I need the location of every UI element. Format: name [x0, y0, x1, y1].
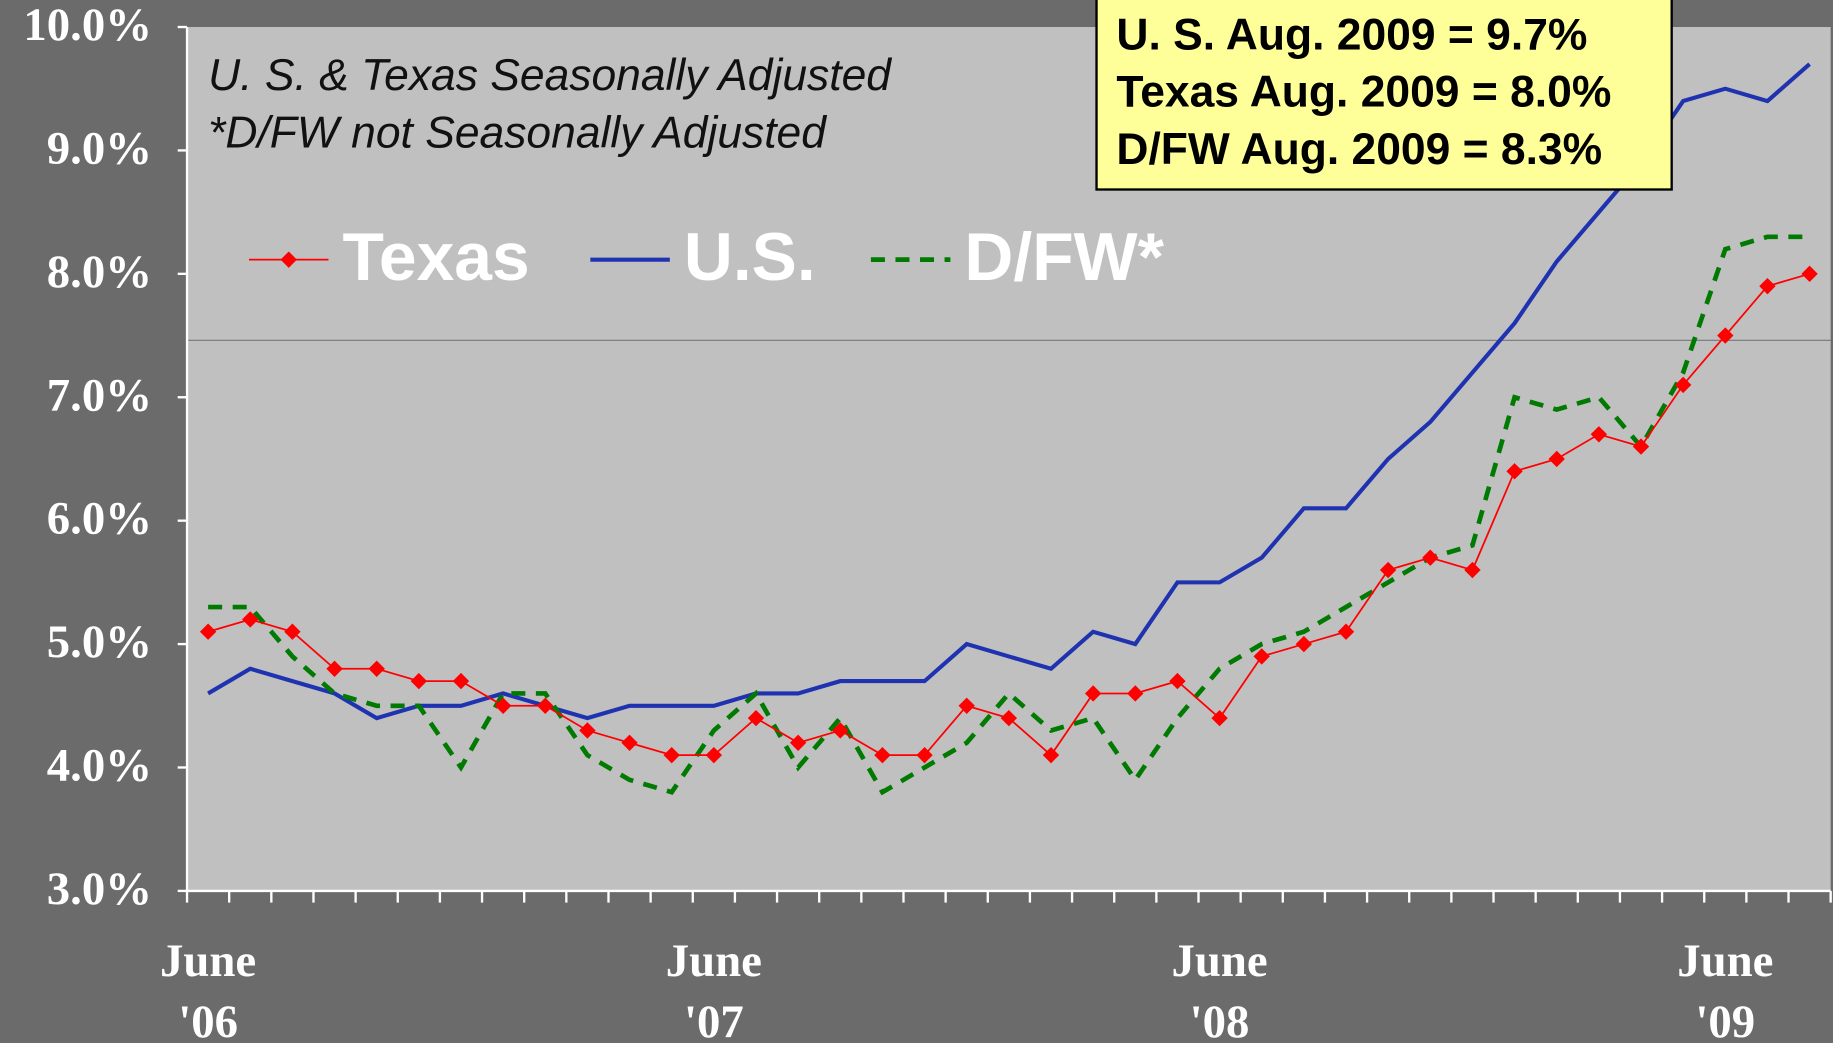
- data-point: [1127, 685, 1144, 702]
- data-point: [1084, 685, 1102, 702]
- data-point: [1717, 327, 1734, 344]
- subtitle: U. S. & Texas Seasonally Adjusted: [208, 51, 892, 100]
- data-point: [1801, 265, 1818, 283]
- y-tick-label: 10.0%: [23, 0, 152, 51]
- data-point: [1759, 277, 1776, 295]
- note: U. S. Aug. 2009 = 9.7%: [1116, 10, 1587, 59]
- data-point: [410, 672, 428, 690]
- data-point: [452, 672, 470, 690]
- x-label-box: June '07: [665, 934, 762, 1043]
- data-point: [1211, 709, 1228, 727]
- note: Texas Aug. 2009 = 8.0%: [1116, 68, 1611, 117]
- legend-label: U.S.: [684, 220, 816, 295]
- data-point: [1590, 426, 1608, 443]
- data-point: [1042, 746, 1060, 764]
- y-tick-label: 8.0%: [47, 246, 152, 298]
- data-point: [1169, 672, 1186, 690]
- series-line: [207, 62, 1811, 721]
- data-point: [705, 746, 723, 764]
- data-point: [242, 611, 259, 628]
- x-label-box: June '09: [1677, 934, 1774, 1043]
- x-tick-label: June '07: [665, 934, 762, 1043]
- data-point: [1000, 709, 1018, 727]
- note-box: [1095, 0, 1673, 191]
- data-point: [1548, 450, 1565, 468]
- note: D/FW Aug. 2009 = 8.3%: [1116, 125, 1602, 174]
- data-point: [537, 697, 554, 714]
- data-point: [1506, 463, 1523, 480]
- x-tick-label: June '09: [1677, 934, 1774, 1043]
- legend-label: D/FW*: [964, 220, 1164, 295]
- data-point: [874, 746, 891, 764]
- data-point: [663, 746, 680, 764]
- y-tick-label: 6.0%: [47, 493, 152, 545]
- legend-marker: [280, 251, 297, 268]
- x-tick-label: June '08: [1171, 934, 1268, 1043]
- x-tick-label: June '06: [160, 934, 257, 1043]
- y-tick-label: 9.0%: [47, 122, 152, 174]
- y-tick-label: 4.0%: [47, 740, 152, 792]
- x-label-box: June '06: [160, 934, 257, 1043]
- subtitle: *D/FW not Seasonally Adjusted: [208, 108, 827, 157]
- data-point: [1674, 376, 1692, 394]
- y-tick-label: 5.0%: [47, 616, 152, 668]
- data-point: [1632, 438, 1650, 455]
- x-label-box: June '08: [1171, 934, 1268, 1043]
- y-tick-label: 3.0%: [47, 863, 152, 915]
- data-point: [916, 746, 933, 764]
- series-line: [208, 234, 1810, 796]
- data-point: [494, 697, 512, 714]
- legend-label: Texas: [343, 220, 530, 295]
- data-point: [747, 709, 765, 727]
- y-tick-label: 7.0%: [47, 369, 152, 421]
